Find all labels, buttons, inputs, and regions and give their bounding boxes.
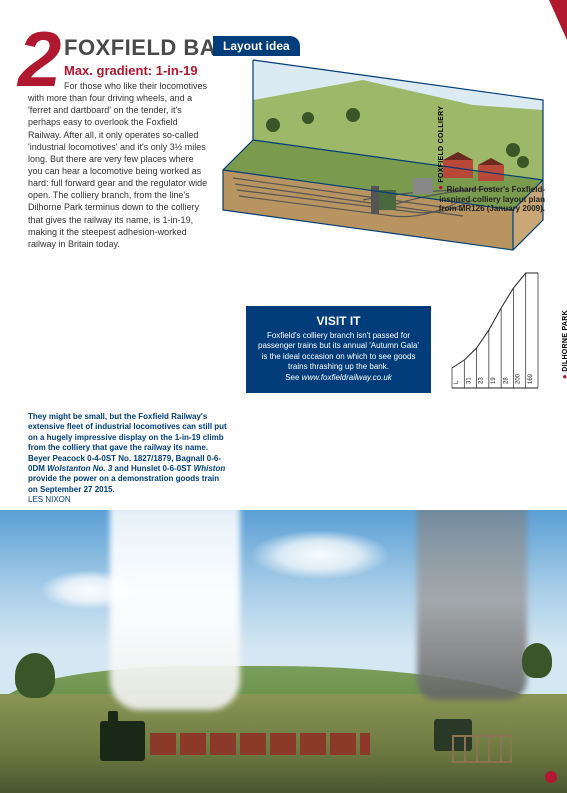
gate (452, 735, 512, 763)
tree (522, 643, 552, 703)
svg-text:28: 28 (503, 377, 509, 384)
caption-part: and Hunslet 0-6-0ST (112, 464, 193, 473)
visit-box: VISIT IT Foxfield's colliery branch isn'… (246, 306, 431, 393)
wagons (150, 733, 370, 755)
steam-plume-dark (417, 510, 527, 700)
visit-body: Foxfield's colliery branch isn't passed … (258, 331, 419, 371)
photo (0, 510, 567, 793)
visit-see: See (285, 373, 301, 382)
svg-text:169: 169 (528, 373, 534, 384)
cloud (250, 530, 390, 580)
chart-svg: L 31 23 19 28 200 169 (440, 238, 550, 408)
corner-badge (545, 771, 557, 783)
locomotive (100, 721, 145, 761)
svg-text:31: 31 (466, 377, 472, 384)
body-paragraph: For those who like their locomotives wit… (28, 80, 208, 250)
corner-accent (549, 0, 567, 40)
visit-url: www.foxfieldrailway.co.uk (302, 373, 392, 382)
photo-caption: They might be small, but the Foxfield Ra… (28, 412, 228, 506)
gradient-chart: ● FOXFIELD COLLIERY ● DILHORNE PARK L312… (440, 238, 550, 408)
svg-text:19: 19 (491, 377, 497, 384)
visit-title: VISIT IT (256, 314, 421, 328)
visit-text: Foxfield's colliery branch isn't passed … (256, 331, 421, 383)
steam-plume (110, 510, 240, 710)
caption-credit: LES NIXON (28, 495, 71, 504)
caption-italic: Wolstanton No. 3 (47, 464, 112, 473)
chart-right-label: ● DILHORNE PARK (560, 250, 567, 379)
caption-italic: Whiston (194, 464, 226, 473)
caption-part: provide the power on a demonstration goo… (28, 474, 219, 493)
svg-text:L: L (454, 380, 460, 384)
chart-left-label: ● FOXFIELD COLLIERY (436, 106, 445, 250)
tree (15, 653, 55, 713)
article-body: For those who like their locomotives wit… (28, 80, 208, 250)
svg-text:200: 200 (516, 373, 522, 384)
svg-text:23: 23 (479, 377, 485, 384)
body-text-span: For those who like their locomotives wit… (28, 81, 207, 249)
